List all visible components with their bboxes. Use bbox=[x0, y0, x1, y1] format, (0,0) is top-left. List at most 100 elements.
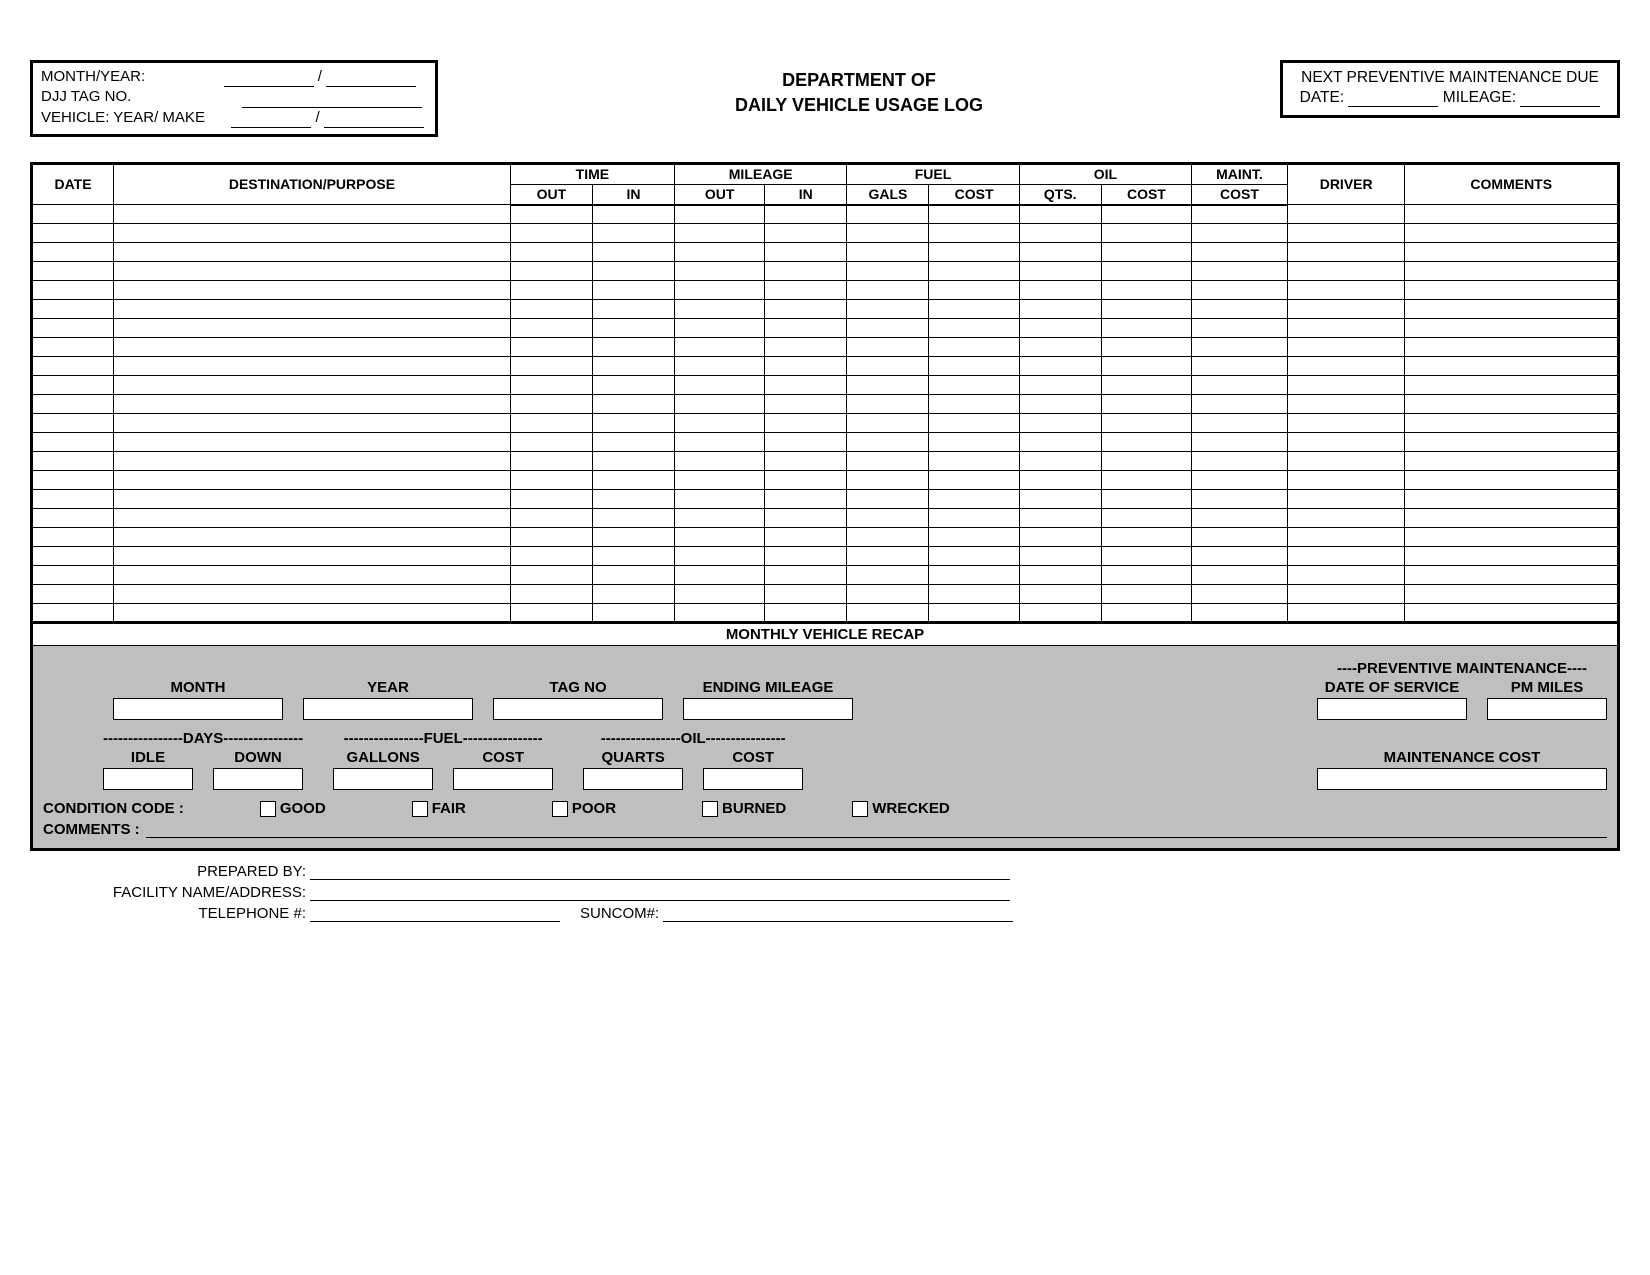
table-cell[interactable] bbox=[765, 376, 847, 395]
table-cell[interactable] bbox=[1192, 566, 1288, 585]
table-cell[interactable] bbox=[510, 414, 592, 433]
table-cell[interactable] bbox=[929, 319, 1019, 338]
table-cell[interactable] bbox=[674, 338, 764, 357]
table-cell[interactable] bbox=[592, 205, 674, 224]
table-cell[interactable] bbox=[1287, 547, 1405, 566]
maint-date-blank[interactable] bbox=[1348, 92, 1438, 108]
table-cell[interactable] bbox=[1019, 262, 1101, 281]
table-cell[interactable] bbox=[1101, 376, 1191, 395]
table-cell[interactable] bbox=[1405, 509, 1619, 528]
table-cell[interactable] bbox=[1101, 528, 1191, 547]
table-cell[interactable] bbox=[1287, 224, 1405, 243]
table-cell[interactable] bbox=[929, 528, 1019, 547]
table-cell[interactable] bbox=[929, 395, 1019, 414]
table-cell[interactable] bbox=[674, 528, 764, 547]
table-cell[interactable] bbox=[1101, 585, 1191, 604]
table-cell[interactable] bbox=[1405, 395, 1619, 414]
table-cell[interactable] bbox=[32, 509, 114, 528]
table-cell[interactable] bbox=[1405, 604, 1619, 623]
table-cell[interactable] bbox=[1192, 547, 1288, 566]
table-cell[interactable] bbox=[1192, 224, 1288, 243]
table-cell[interactable] bbox=[1019, 300, 1101, 319]
input-ending-mileage[interactable] bbox=[683, 698, 853, 720]
table-cell[interactable] bbox=[929, 509, 1019, 528]
table-cell[interactable] bbox=[847, 205, 929, 224]
table-cell[interactable] bbox=[32, 547, 114, 566]
table-cell[interactable] bbox=[765, 262, 847, 281]
table-cell[interactable] bbox=[765, 205, 847, 224]
table-cell[interactable] bbox=[1192, 490, 1288, 509]
table-cell[interactable] bbox=[929, 224, 1019, 243]
chk-poor[interactable] bbox=[552, 801, 568, 817]
table-cell[interactable] bbox=[1101, 243, 1191, 262]
table-cell[interactable] bbox=[114, 395, 511, 414]
table-cell[interactable] bbox=[114, 262, 511, 281]
table-cell[interactable] bbox=[32, 224, 114, 243]
table-cell[interactable] bbox=[114, 452, 511, 471]
table-cell[interactable] bbox=[1019, 338, 1101, 357]
table-cell[interactable] bbox=[1101, 471, 1191, 490]
table-cell[interactable] bbox=[1405, 547, 1619, 566]
input-pm-miles[interactable] bbox=[1487, 698, 1607, 720]
table-cell[interactable] bbox=[929, 262, 1019, 281]
table-cell[interactable] bbox=[32, 566, 114, 585]
table-cell[interactable] bbox=[847, 585, 929, 604]
table-cell[interactable] bbox=[1192, 281, 1288, 300]
table-cell[interactable] bbox=[32, 243, 114, 262]
input-tagno[interactable] bbox=[493, 698, 663, 720]
table-cell[interactable] bbox=[765, 547, 847, 566]
table-cell[interactable] bbox=[510, 471, 592, 490]
table-cell[interactable] bbox=[765, 471, 847, 490]
table-cell[interactable] bbox=[32, 433, 114, 452]
table-cell[interactable] bbox=[510, 566, 592, 585]
input-date-service[interactable] bbox=[1317, 698, 1467, 720]
table-cell[interactable] bbox=[1287, 281, 1405, 300]
table-cell[interactable] bbox=[32, 357, 114, 376]
table-cell[interactable] bbox=[847, 395, 929, 414]
table-cell[interactable] bbox=[114, 547, 511, 566]
table-cell[interactable] bbox=[1405, 490, 1619, 509]
suncom-blank[interactable] bbox=[663, 907, 1013, 922]
table-cell[interactable] bbox=[674, 585, 764, 604]
table-cell[interactable] bbox=[1101, 547, 1191, 566]
table-cell[interactable] bbox=[114, 224, 511, 243]
table-cell[interactable] bbox=[592, 262, 674, 281]
table-cell[interactable] bbox=[592, 243, 674, 262]
table-cell[interactable] bbox=[1019, 509, 1101, 528]
input-gallons[interactable] bbox=[333, 768, 433, 790]
table-cell[interactable] bbox=[674, 509, 764, 528]
table-cell[interactable] bbox=[510, 433, 592, 452]
table-cell[interactable] bbox=[929, 338, 1019, 357]
table-cell[interactable] bbox=[592, 585, 674, 604]
table-cell[interactable] bbox=[592, 395, 674, 414]
table-cell[interactable] bbox=[847, 547, 929, 566]
table-cell[interactable] bbox=[114, 281, 511, 300]
table-cell[interactable] bbox=[1405, 528, 1619, 547]
table-cell[interactable] bbox=[674, 433, 764, 452]
table-cell[interactable] bbox=[674, 319, 764, 338]
table-cell[interactable] bbox=[32, 300, 114, 319]
table-cell[interactable] bbox=[1192, 395, 1288, 414]
table-cell[interactable] bbox=[114, 414, 511, 433]
table-cell[interactable] bbox=[1405, 300, 1619, 319]
table-cell[interactable] bbox=[510, 338, 592, 357]
table-cell[interactable] bbox=[765, 395, 847, 414]
table-cell[interactable] bbox=[929, 547, 1019, 566]
table-cell[interactable] bbox=[1405, 357, 1619, 376]
table-cell[interactable] bbox=[1192, 205, 1288, 224]
table-cell[interactable] bbox=[510, 604, 592, 623]
table-cell[interactable] bbox=[592, 566, 674, 585]
table-cell[interactable] bbox=[1019, 452, 1101, 471]
table-cell[interactable] bbox=[1287, 300, 1405, 319]
table-cell[interactable] bbox=[674, 205, 764, 224]
table-cell[interactable] bbox=[1405, 414, 1619, 433]
table-cell[interactable] bbox=[592, 471, 674, 490]
table-cell[interactable] bbox=[32, 471, 114, 490]
table-cell[interactable] bbox=[765, 414, 847, 433]
table-cell[interactable] bbox=[1287, 528, 1405, 547]
table-cell[interactable] bbox=[1101, 319, 1191, 338]
table-cell[interactable] bbox=[592, 319, 674, 338]
table-cell[interactable] bbox=[765, 490, 847, 509]
table-cell[interactable] bbox=[847, 414, 929, 433]
table-cell[interactable] bbox=[929, 357, 1019, 376]
